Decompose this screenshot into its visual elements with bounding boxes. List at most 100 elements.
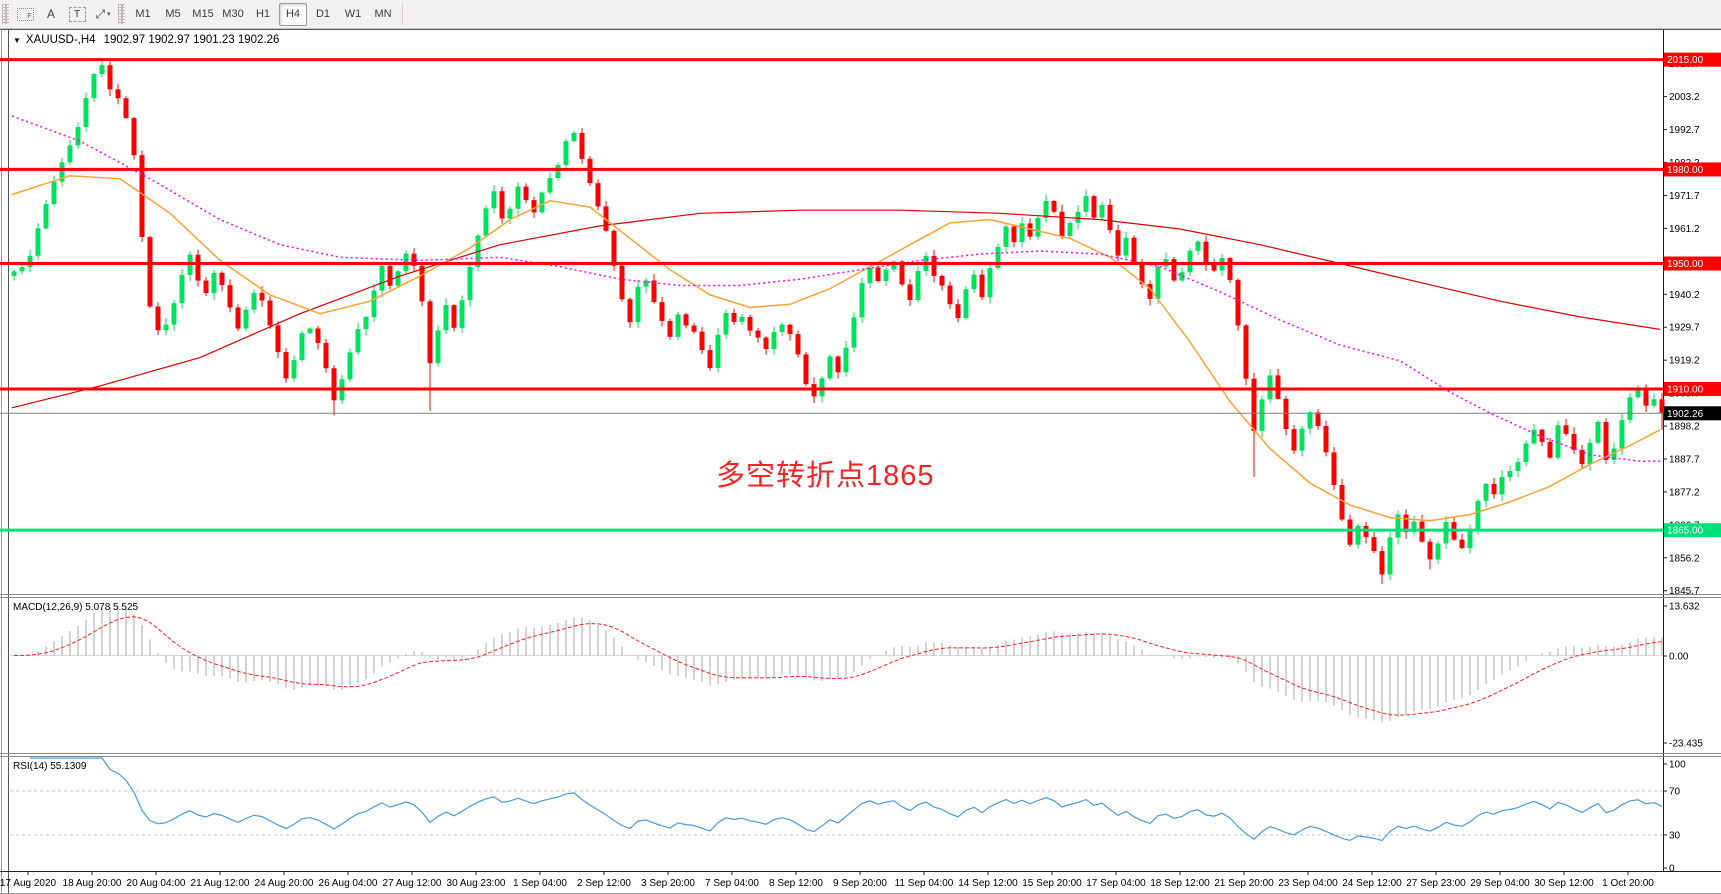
candle-body <box>803 354 809 385</box>
price-axis-tick-label: 1877.2 <box>1669 487 1700 498</box>
toolbar-drag-handle[interactable] <box>2 4 9 24</box>
macd-indicator-label: MACD(12,26,9) 5.078 5.525 <box>13 602 139 613</box>
time-axis-label: 21 Aug 12:00 <box>191 878 250 889</box>
candle-body <box>51 181 57 205</box>
candle-body <box>491 191 497 209</box>
candle-body <box>971 274 977 290</box>
chinese-annotation-text: 多空转折点1865 <box>716 460 935 492</box>
symbol-dropdown-icon[interactable]: ▼ <box>13 35 21 45</box>
candle-body <box>1091 196 1097 218</box>
candle-body <box>1651 399 1657 406</box>
candle-body <box>1427 541 1433 560</box>
candle-body <box>1235 279 1241 326</box>
timeframe-button-mn[interactable]: MN <box>374 8 392 20</box>
time-axis-label: 18 Aug 20:00 <box>63 878 122 889</box>
price-level-label-box <box>1664 256 1721 271</box>
candle-body <box>1379 551 1385 575</box>
candle-body <box>955 304 961 319</box>
price-axis-tick-label: 1887.7 <box>1669 454 1700 465</box>
candle-body <box>1611 448 1617 460</box>
timeframe-button-w1[interactable]: W1 <box>344 8 362 20</box>
candle-body <box>707 350 713 368</box>
rsi-line <box>30 757 1663 842</box>
timeframe-button-h4[interactable]: H4 <box>279 2 307 26</box>
candle-body <box>587 158 593 184</box>
timeframe-button-m5[interactable]: M5 <box>165 8 181 20</box>
ma-mid-magenta <box>11 115 1660 462</box>
price-axis-tick-label: 1856.2 <box>1669 553 1700 564</box>
candle-body <box>651 280 657 303</box>
candle-body <box>235 307 241 329</box>
candle-body <box>275 325 281 353</box>
candle-body <box>163 324 169 331</box>
candle-body <box>1227 258 1233 280</box>
timeframe-button-h1[interactable]: H1 <box>255 8 271 20</box>
candle-body <box>843 347 849 373</box>
candle-body <box>1043 200 1049 219</box>
timeframe-button-m1[interactable]: M1 <box>135 8 151 20</box>
timeframe-button-m30[interactable]: M30 <box>222 8 244 20</box>
candle-body <box>1619 419 1625 449</box>
candle-body <box>883 269 889 282</box>
candle-body <box>1307 412 1313 429</box>
candle-body <box>547 178 553 193</box>
candle-body <box>315 328 321 343</box>
candle-body <box>419 265 425 302</box>
price-level-label: 1910.00 <box>1667 385 1704 396</box>
price-level-label: 1980.00 <box>1667 165 1704 176</box>
candle-body <box>1315 412 1321 427</box>
candle-body <box>907 284 913 301</box>
rsi-axis-label: 70 <box>1669 787 1681 798</box>
candle-body <box>1555 425 1561 458</box>
rsi-indicator-label: RSI(14) 55.1309 <box>13 761 87 772</box>
candle-body <box>627 299 633 323</box>
candle-body <box>867 267 873 284</box>
candle-body <box>659 302 665 322</box>
timeframe-button-m15[interactable]: M15 <box>192 8 214 20</box>
freehand-f-icon[interactable]: F <box>13 2 37 26</box>
time-axis-label: 7 Sep 04:00 <box>705 878 759 889</box>
candle-body <box>147 236 153 307</box>
time-axis-label: 30 Sep 12:00 <box>1534 878 1594 889</box>
text-label-icon[interactable]: T <box>65 2 89 26</box>
toolbar-drag-handle-2[interactable] <box>118 4 125 24</box>
candle-body <box>299 333 305 360</box>
candle-body <box>755 330 761 338</box>
candle-body <box>435 330 441 364</box>
time-axis-label: 27 Aug 12:00 <box>383 878 442 889</box>
time-axis-label: 1 Oct 20:00 <box>1602 878 1654 889</box>
arrow-text-a-icon[interactable]: A <box>39 2 63 26</box>
candle-body <box>1267 375 1273 400</box>
candle-body <box>427 301 433 364</box>
candle-body <box>619 265 625 300</box>
candle-body <box>499 191 505 219</box>
candle-body <box>155 306 161 331</box>
toolbar-separator <box>402 3 403 25</box>
price-level-label-box <box>1664 162 1721 177</box>
candle-body <box>1035 218 1041 237</box>
macd-axis-label: 13.632 <box>1669 602 1700 613</box>
candle-body <box>227 285 233 308</box>
candle-body <box>395 271 401 286</box>
candle-body <box>1547 441 1553 458</box>
candle-body <box>1627 397 1633 420</box>
time-axis-label: 24 Sep 12:00 <box>1342 878 1402 889</box>
candle-body <box>1411 521 1417 533</box>
candle-body <box>195 254 201 281</box>
candle-body <box>1523 443 1529 463</box>
candle-body <box>371 290 377 317</box>
candle-body <box>507 208 513 219</box>
price-axis-tick-label: 1929.7 <box>1669 323 1700 334</box>
candle-body <box>939 275 945 286</box>
price-axis-tick-label: 1898.2 <box>1669 422 1700 433</box>
candle-body <box>1099 204 1105 218</box>
candle-body <box>595 183 601 207</box>
price-level-label-box <box>1664 52 1721 67</box>
arrange-arrows-icon[interactable]: ⤢ ▾ <box>91 2 115 26</box>
candle-body <box>1059 211 1065 236</box>
timeframe-button-d1[interactable]: D1 <box>315 8 331 20</box>
macd-signal-line <box>13 616 1663 716</box>
macd-axis-label: 0.00 <box>1669 652 1689 663</box>
candle-body <box>739 316 745 322</box>
